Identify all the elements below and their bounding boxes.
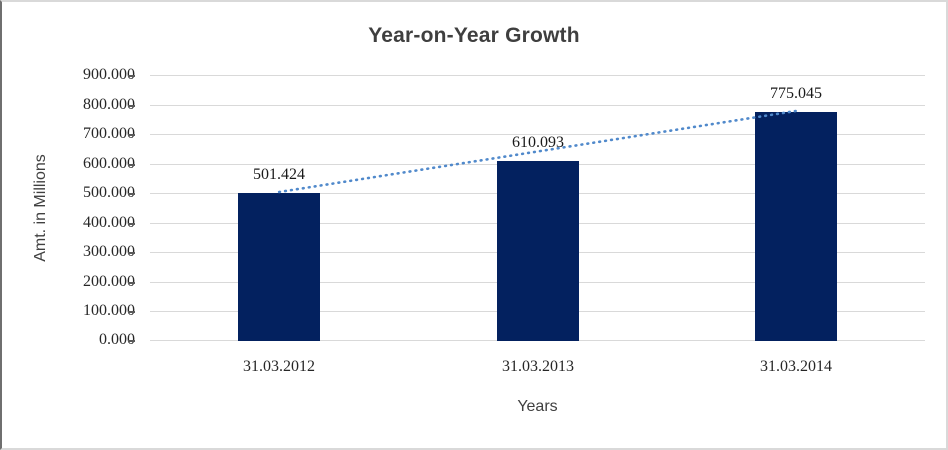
bar (755, 112, 837, 341)
y-tick-label: 0.000 (99, 331, 135, 348)
chart-title: Year-on-Year Growth (368, 24, 580, 47)
y-tick-mark (128, 252, 135, 254)
y-tick-mark (128, 193, 135, 195)
bar (238, 193, 320, 341)
gridline (150, 105, 925, 106)
y-tick-mark (128, 75, 135, 77)
y-axis-title: Amt. in Millions (32, 154, 49, 262)
y-tick-label: 800.000 (83, 96, 135, 113)
y-tick-mark (128, 282, 135, 284)
y-tick-label: 400.000 (83, 214, 135, 231)
y-tick-mark (128, 164, 135, 166)
y-tick-label: 300.000 (83, 243, 135, 260)
y-tick-label: 500.000 (83, 184, 135, 201)
y-tick-mark (128, 223, 135, 225)
gridline (150, 75, 925, 76)
bar-value-label: 610.093 (512, 134, 564, 151)
x-tick-label: 31.03.2013 (502, 358, 574, 375)
y-tick-label: 700.000 (83, 125, 135, 142)
x-tick-label: 31.03.2012 (243, 358, 315, 375)
x-axis-title: Years (517, 398, 558, 415)
x-tick-label: 31.03.2014 (760, 358, 832, 375)
y-tick-mark (128, 105, 135, 107)
bar-value-label: 775.045 (770, 85, 822, 102)
y-tick-label: 600.000 (83, 155, 135, 172)
y-tick-mark (128, 340, 135, 342)
plot-area: 501.424 610.093 775.045 (150, 75, 925, 341)
bar (497, 161, 579, 341)
bar-value-label: 501.424 (253, 166, 305, 183)
y-tick-label: 100.000 (83, 302, 135, 319)
y-tick-mark (128, 134, 135, 136)
y-tick-label: 200.000 (83, 273, 135, 290)
y-tick-mark (128, 311, 135, 313)
y-tick-label: 900.000 (83, 66, 135, 83)
